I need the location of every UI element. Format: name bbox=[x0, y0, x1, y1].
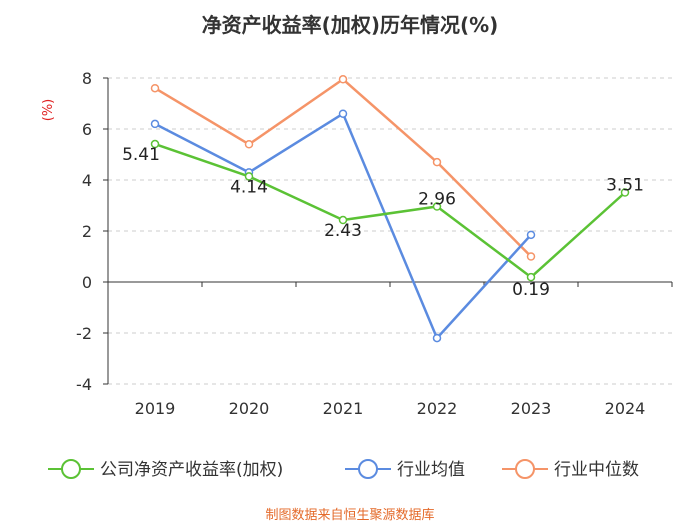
data-point bbox=[338, 215, 348, 225]
legend-marker bbox=[515, 459, 535, 479]
y-tick-label: 4 bbox=[82, 171, 92, 190]
legend-marker bbox=[358, 459, 378, 479]
y-axis-unit-label: (%) bbox=[41, 99, 56, 122]
data-point bbox=[432, 157, 442, 167]
data-point bbox=[432, 333, 442, 343]
source-note: 制图数据来自恒生聚源数据库 bbox=[265, 507, 434, 523]
data-point bbox=[526, 252, 536, 261]
y-tick-label: 6 bbox=[82, 120, 92, 139]
legend-label[interactable]: 行业均值 bbox=[397, 460, 465, 480]
data-label: 5.41 bbox=[122, 145, 160, 165]
x-tick-label: 2021 bbox=[323, 399, 364, 418]
y-tick-label: 2 bbox=[82, 222, 92, 241]
x-tick-label: 2019 bbox=[135, 399, 176, 418]
legend-marker bbox=[61, 459, 81, 479]
data-label: 3.51 bbox=[606, 175, 644, 195]
x-tick-label: 2024 bbox=[605, 399, 646, 418]
legend-label[interactable]: 行业中位数 bbox=[554, 460, 639, 480]
x-tick-label: 2022 bbox=[417, 399, 458, 418]
data-point bbox=[432, 202, 442, 211]
data-label: 0.19 bbox=[512, 280, 550, 300]
data-point bbox=[338, 109, 348, 118]
data-point bbox=[526, 230, 536, 240]
data-point bbox=[150, 139, 160, 149]
data-label: 4.14 bbox=[230, 177, 268, 197]
series-line bbox=[154, 142, 626, 279]
data-point bbox=[338, 75, 348, 84]
data-label: 2.96 bbox=[418, 190, 456, 210]
data-point bbox=[620, 188, 630, 197]
y-tick-label: 0 bbox=[82, 273, 92, 292]
y-tick-label: -2 bbox=[76, 324, 92, 343]
data-point bbox=[244, 172, 254, 181]
data-label: 2.43 bbox=[324, 221, 362, 241]
legend-label[interactable]: 公司净资产收益率(加权) bbox=[100, 460, 283, 480]
y-tick-label: 8 bbox=[82, 69, 92, 88]
data-point bbox=[150, 83, 160, 93]
data-point bbox=[150, 119, 160, 129]
x-tick-label: 2020 bbox=[229, 399, 270, 418]
y-tick-label: -4 bbox=[76, 375, 92, 394]
x-tick-label: 2023 bbox=[511, 399, 552, 418]
data-point bbox=[244, 140, 254, 149]
data-point bbox=[526, 272, 536, 282]
chart-title: 净资产收益率(加权)历年情况(%) bbox=[202, 13, 499, 37]
